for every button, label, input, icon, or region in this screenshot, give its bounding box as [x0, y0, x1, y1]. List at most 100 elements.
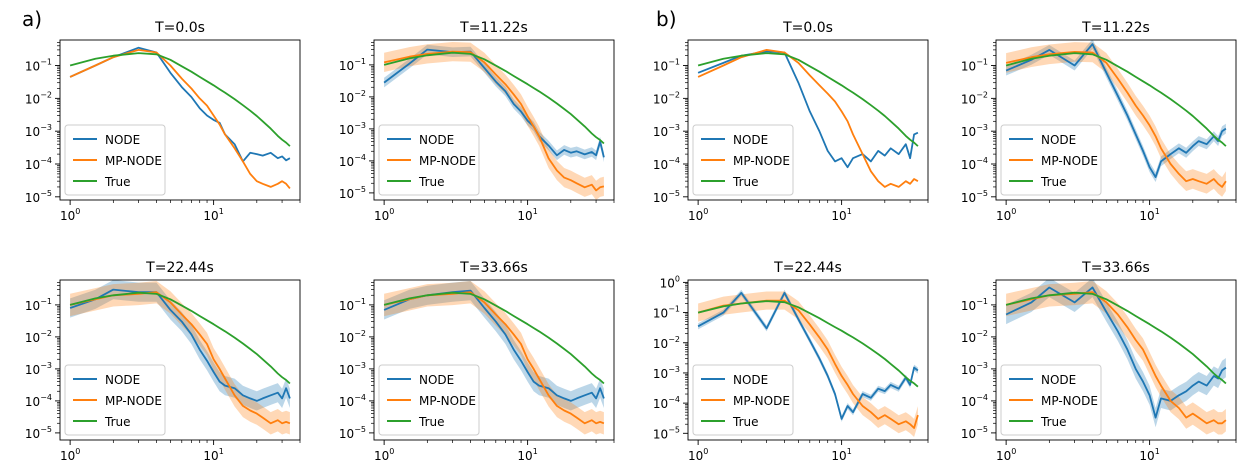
y-tick-label: 10−2	[653, 335, 680, 351]
axes-frame	[687, 279, 929, 441]
legend-label: True	[732, 415, 759, 429]
x-tick-label: 101	[831, 207, 851, 223]
y-tick-label: 10−1	[25, 297, 52, 313]
plot-area	[1005, 280, 1227, 435]
series-line-true	[697, 300, 919, 388]
y-tick-label: 10−4	[25, 156, 52, 172]
legend-label: MP-NODE	[419, 394, 476, 408]
y-tick-label: 10−4	[25, 393, 52, 409]
band-mp-node	[698, 291, 918, 437]
legend-label: True	[104, 175, 131, 189]
subplots: T=0.0s 100 101 10−5 10−4 10−3 10−2 10−1 NODE MP-N…	[25, 20, 1237, 463]
series-line-mp-node	[383, 50, 605, 192]
band-node	[70, 280, 290, 411]
legend-label: MP-NODE	[1041, 154, 1098, 168]
y-tick-label: 10−1	[339, 57, 366, 73]
legend-label: NODE	[419, 373, 454, 387]
y-tick-label: 10−1	[339, 297, 366, 313]
legend-label: True	[732, 175, 759, 189]
subplot-title: T=22.44s	[145, 260, 214, 276]
y-tick-label: 100	[660, 274, 680, 290]
x-tick-label: 100	[60, 207, 80, 223]
legend-label: MP-NODE	[1041, 394, 1098, 408]
x-tick-label: 101	[203, 447, 223, 463]
legend-label: NODE	[1041, 133, 1076, 147]
y-tick-label: 10−3	[339, 361, 366, 377]
series-line-true	[1005, 52, 1227, 147]
plot-area	[69, 280, 291, 435]
plot-area	[697, 289, 919, 437]
y-tick-label: 10−2	[339, 329, 366, 345]
y-tick-label: 10−5	[961, 425, 988, 441]
legend: NODE MP-NODE True	[1000, 124, 1102, 196]
y-tick-label: 10−3	[961, 361, 988, 377]
legend-label: NODE	[419, 133, 454, 147]
series-line-mp-node	[69, 49, 291, 189]
y-tick-label: 10−4	[961, 393, 988, 409]
legend: NODE MP-NODE True	[64, 124, 166, 196]
legend: NODE MP-NODE True	[64, 364, 166, 436]
x-tick-label: 101	[517, 447, 537, 463]
legend: NODE MP-NODE True	[1000, 364, 1102, 436]
legend: NODE MP-NODE True	[378, 124, 480, 196]
y-tick-label: 10−1	[653, 58, 680, 74]
y-tick-label: 10−5	[339, 185, 366, 201]
subplot-2: T=11.22s 100 101 10−5 10−4 10−3 10−2 10−1 NODE MP…	[339, 20, 615, 223]
legend-label: MP-NODE	[105, 154, 162, 168]
panel-label-b: b)	[656, 7, 677, 31]
plot-area	[383, 42, 605, 200]
plot-area	[69, 46, 291, 189]
y-tick-label: 10−5	[25, 189, 52, 205]
panel-label-a: a)	[22, 7, 42, 31]
x-tick-label: 101	[1139, 447, 1159, 463]
subplot-title: T=0.0s	[154, 20, 205, 36]
series-line-mp-node	[697, 49, 919, 188]
subplot-1: T=0.0s 100 101 10−5 10−4 10−3 10−2 10−1 NODE MP-N…	[25, 20, 301, 223]
axes-frame	[373, 279, 615, 441]
axes-frame	[373, 39, 615, 201]
legend: NODE MP-NODE True	[692, 124, 794, 196]
y-tick-label: 10−2	[25, 329, 52, 345]
y-tick-label: 10−2	[961, 329, 988, 345]
legend: NODE MP-NODE True	[692, 364, 794, 436]
legend-label: True	[1040, 175, 1067, 189]
axes-frame	[687, 39, 929, 201]
series-line-true	[69, 291, 291, 385]
series-line-true	[383, 51, 605, 145]
subplot-6: T=33.66s 100 101 10−5 10−4 10−3 10−2 10−1 NODE MP…	[339, 260, 615, 463]
legend-label: MP-NODE	[419, 154, 476, 168]
x-tick-label: 100	[374, 447, 394, 463]
subplot-title: T=11.22s	[459, 20, 528, 36]
plot-area	[697, 49, 919, 188]
legend-label: NODE	[105, 133, 140, 147]
subplot-4: T=11.22s 100 101 10−5 10−4 10−3 10−2 10−1 NODE MP…	[961, 20, 1237, 223]
legend-label: MP-NODE	[733, 394, 790, 408]
y-tick-label: 10−5	[25, 425, 52, 441]
legend-label: MP-NODE	[733, 154, 790, 168]
x-tick-label: 100	[60, 447, 80, 463]
subplot-5: T=22.44s 100 101 10−5 10−4 10−3 10−2 10−1 NODE MP…	[25, 260, 301, 463]
series-line-true	[1005, 291, 1227, 385]
legend-label: NODE	[733, 373, 768, 387]
x-tick-label: 100	[688, 207, 708, 223]
y-tick-label: 10−2	[339, 89, 366, 105]
series-line-true	[69, 52, 291, 147]
legend-box	[378, 124, 480, 196]
legend-box	[378, 364, 480, 436]
legend-label: NODE	[733, 133, 768, 147]
series-line-true	[697, 52, 919, 147]
y-tick-label: 10−4	[339, 153, 366, 169]
axes-frame	[59, 279, 301, 441]
legend: NODE MP-NODE True	[378, 364, 480, 436]
x-tick-label: 101	[203, 207, 223, 223]
series-line-node	[1005, 43, 1227, 179]
y-tick-label: 10−3	[961, 123, 988, 139]
legend-label: True	[418, 415, 445, 429]
series-line-true	[383, 291, 605, 385]
axes-frame	[995, 279, 1237, 441]
y-tick-label: 10−2	[961, 90, 988, 106]
plot-area	[383, 281, 605, 435]
subplot-title: T=11.22s	[1081, 20, 1150, 36]
y-tick-label: 10−1	[25, 58, 52, 74]
